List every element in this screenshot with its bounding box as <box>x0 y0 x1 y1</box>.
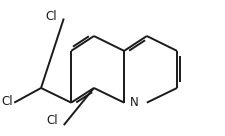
Text: Cl: Cl <box>46 114 58 127</box>
Text: Cl: Cl <box>2 95 13 108</box>
Text: Cl: Cl <box>45 10 56 23</box>
Text: N: N <box>129 96 137 109</box>
